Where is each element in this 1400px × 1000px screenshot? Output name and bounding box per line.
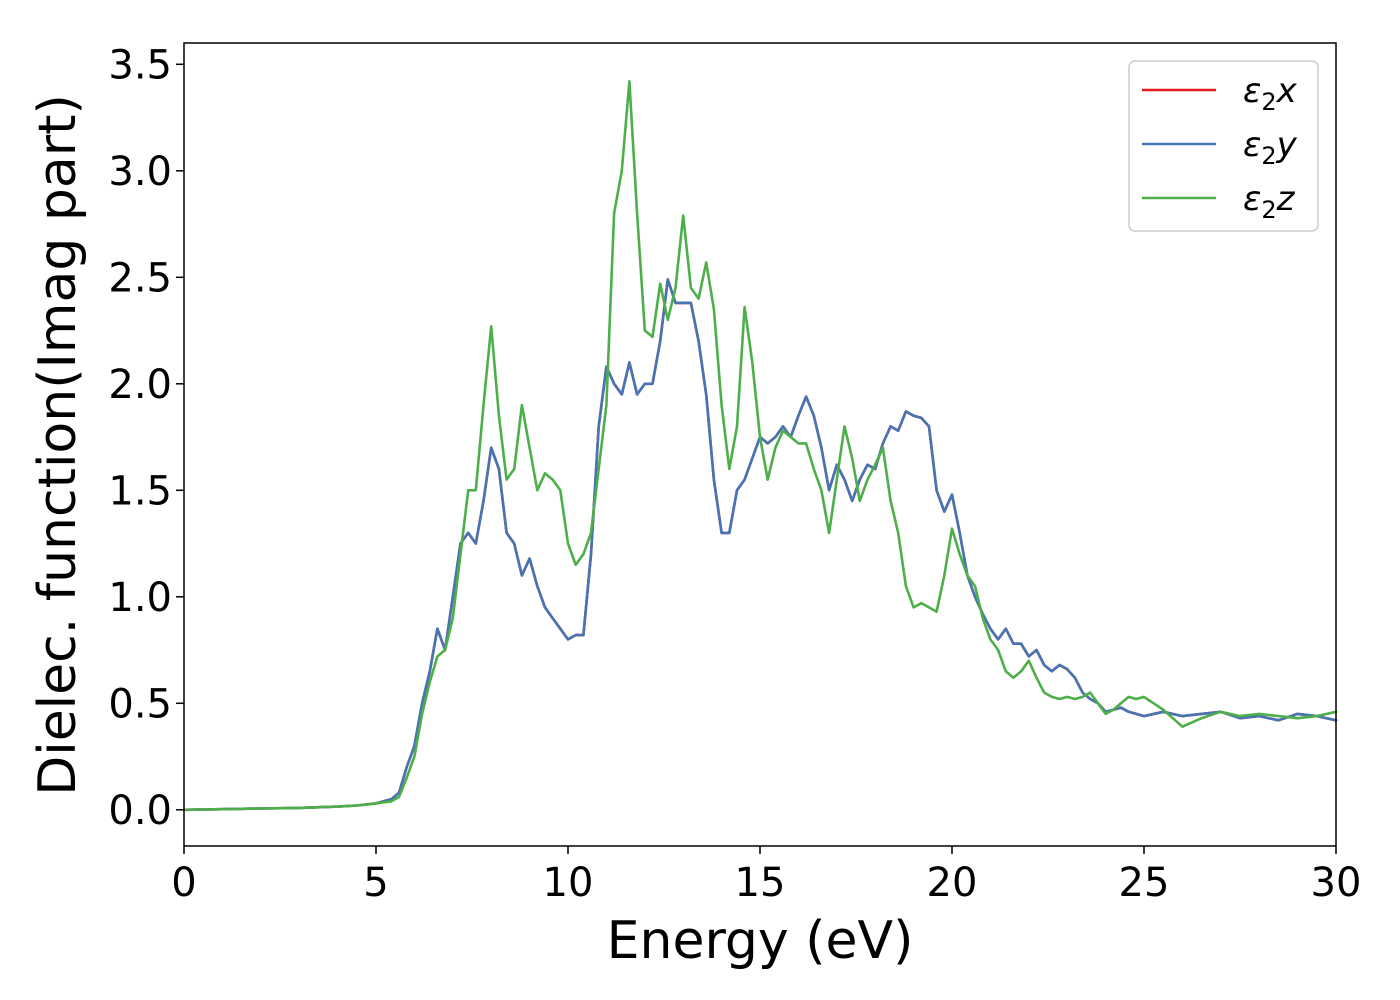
x-tick-label: 10 (543, 860, 594, 906)
y-tick-label: 0.0 (108, 788, 172, 834)
y-tick-label: 0.5 (108, 681, 172, 727)
x-axis: 0 5 10 15 20 25 30 (171, 846, 1361, 906)
x-tick-label: 25 (1119, 860, 1170, 906)
x-tick-label: 20 (927, 860, 978, 906)
y-tick-label: 1.5 (108, 468, 172, 514)
y-tick-label: 1.0 (108, 575, 172, 621)
series-line-y (182, 278, 1338, 812)
legend-label-y: ε2y (1243, 125, 1298, 170)
series-line-x (182, 278, 1338, 812)
y-tick-label: 3.0 (108, 149, 172, 195)
x-axis-title: Energy (eV) (607, 911, 914, 971)
y-tick-label: 2.0 (108, 362, 172, 408)
plot-area (182, 80, 1338, 812)
x-tick-label: 5 (363, 860, 388, 906)
x-tick-label: 15 (735, 860, 786, 906)
y-tick-label: 2.5 (108, 255, 172, 301)
x-tick-label: 30 (1311, 860, 1362, 906)
y-axis-title: Dielec. function(Imag part) (28, 94, 88, 796)
legend: ε2x ε2y ε2z (1128, 60, 1319, 232)
y-axis: 0.0 0.5 1.0 1.5 2.0 2.5 3.0 3.5 (108, 42, 184, 834)
y-tick-label: 3.5 (108, 42, 172, 88)
legend-label-z: ε2z (1243, 179, 1296, 224)
legend-box (1128, 60, 1319, 232)
x-tick-label: 0 (171, 860, 196, 906)
series-line-z (182, 80, 1338, 812)
legend-label-x: ε2x (1243, 71, 1298, 116)
